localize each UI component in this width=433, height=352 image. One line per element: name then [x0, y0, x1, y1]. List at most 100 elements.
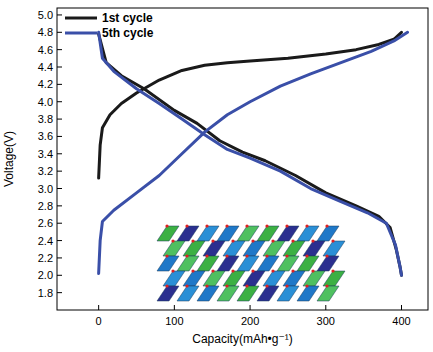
x-tick	[325, 305, 326, 310]
polyhedron	[203, 271, 225, 286]
y-tick	[57, 136, 62, 137]
y-tick	[57, 49, 62, 50]
atom	[191, 239, 194, 242]
atom	[205, 254, 208, 257]
polyhedron	[283, 241, 305, 256]
atom	[225, 224, 228, 227]
y-tick	[57, 101, 62, 102]
y-tick-label: 2.8	[38, 200, 53, 212]
atom	[265, 254, 268, 257]
x-tick	[401, 305, 402, 310]
polyhedron	[303, 241, 325, 256]
y-tick-label: 1.8	[38, 287, 53, 299]
x-tick-label: 0	[96, 315, 102, 327]
polyhedron	[177, 226, 199, 241]
y-axis-label: Voltage(V)	[2, 131, 16, 187]
polyhedron	[323, 271, 345, 286]
polyhedron	[277, 256, 299, 271]
y-tick-label: 2.0	[38, 269, 53, 281]
y-tick	[57, 14, 62, 15]
y-tick	[57, 171, 62, 172]
polyhedron	[183, 271, 205, 286]
chart: 1.82.02.22.42.62.83.03.23.43.63.84.04.24…	[0, 0, 433, 352]
atom	[325, 254, 328, 257]
polyhedron	[237, 286, 259, 301]
polyhedron	[257, 256, 279, 271]
atom	[211, 269, 214, 272]
legend-label: 5th cycle	[102, 26, 154, 40]
atom	[205, 284, 208, 287]
legend-swatch	[65, 32, 97, 35]
atom	[185, 224, 188, 227]
polyhedron	[197, 256, 219, 271]
polyhedron	[317, 286, 339, 301]
y-tick	[57, 153, 62, 154]
polyhedron	[217, 226, 239, 241]
polyhedron	[303, 271, 325, 286]
atom	[265, 224, 268, 227]
polyhedron	[177, 256, 199, 271]
y-tick	[57, 205, 62, 206]
polyhedron	[183, 241, 205, 256]
polyhedron	[223, 241, 245, 256]
y-tick-label: 3.4	[38, 148, 53, 160]
plot-frame	[57, 8, 428, 310]
y-tick-label: 2.6	[38, 217, 53, 229]
atom	[251, 269, 254, 272]
polyhedron	[163, 241, 185, 256]
series-group	[99, 32, 408, 275]
atom	[165, 284, 168, 287]
polyhedron	[217, 286, 239, 301]
y-tick-label: 2.4	[38, 235, 53, 247]
y-tick	[57, 292, 62, 293]
y-tick-label: 2.2	[38, 252, 53, 264]
legend-swatch	[65, 17, 97, 20]
atom	[245, 284, 248, 287]
atom	[165, 254, 168, 257]
y-tick-label: 4.8	[38, 26, 53, 38]
polyhedron	[323, 241, 345, 256]
atom	[331, 239, 334, 242]
y-tick	[57, 32, 62, 33]
atom	[225, 254, 228, 257]
polyhedron	[237, 226, 259, 241]
atom	[205, 224, 208, 227]
atom	[331, 269, 334, 272]
atom	[291, 269, 294, 272]
atom	[305, 254, 308, 257]
y-tick-label: 4.2	[38, 78, 53, 90]
y-tick-label: 5.0	[38, 9, 53, 21]
polyhedron	[257, 286, 279, 301]
y-tick-label: 3.6	[38, 130, 53, 142]
x-axis-label: Capacity(mAh•g⁻¹)	[192, 332, 293, 346]
polyhedron	[197, 286, 219, 301]
atom	[225, 284, 228, 287]
atom	[305, 284, 308, 287]
atom	[251, 239, 254, 242]
polyhedron	[157, 226, 179, 241]
atom	[285, 254, 288, 257]
polyhedron	[163, 271, 185, 286]
atom	[311, 269, 314, 272]
atom	[165, 224, 168, 227]
atom	[271, 269, 274, 272]
polyhedron	[263, 241, 285, 256]
atom	[171, 269, 174, 272]
polyhedron	[203, 241, 225, 256]
polyhedron	[217, 256, 239, 271]
y-tick-label: 3.8	[38, 113, 53, 125]
polyhedron	[223, 271, 245, 286]
y-tick-label: 4.0	[38, 96, 53, 108]
atom	[191, 269, 194, 272]
polyhedron	[297, 226, 319, 241]
atom	[285, 224, 288, 227]
atom	[171, 239, 174, 242]
atom	[325, 224, 328, 227]
x-tick	[98, 305, 99, 310]
polyhedron	[297, 256, 319, 271]
x-tick	[174, 305, 175, 310]
y-tick	[57, 240, 62, 241]
atom	[291, 239, 294, 242]
atom	[231, 239, 234, 242]
x-tick-label: 300	[317, 315, 335, 327]
